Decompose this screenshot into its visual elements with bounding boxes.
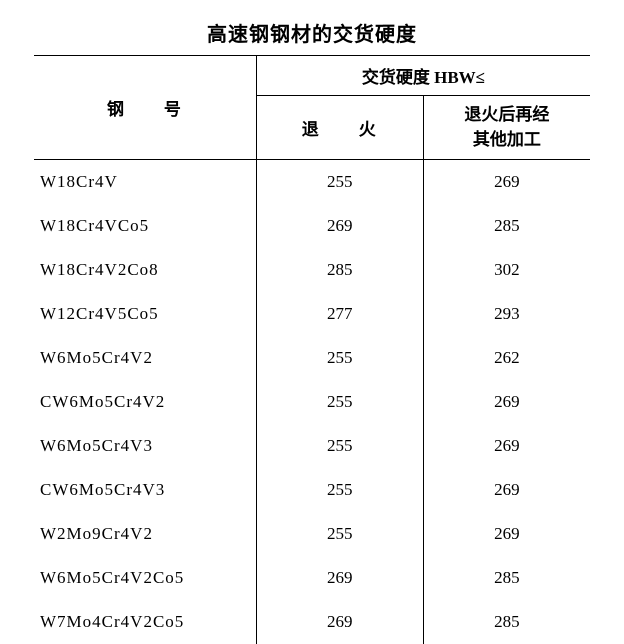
other-cell: 285 bbox=[423, 556, 590, 600]
annealed-cell: 255 bbox=[256, 468, 423, 512]
other-cell: 262 bbox=[423, 336, 590, 380]
annealed-cell: 277 bbox=[256, 292, 423, 336]
annealed-cell: 255 bbox=[256, 380, 423, 424]
table-title: 高速钢钢材的交货硬度 bbox=[34, 18, 590, 47]
grade-cell: W18Cr4VCo5 bbox=[34, 204, 256, 248]
header-steel-grade: 钢 号 bbox=[34, 56, 256, 160]
header-hbw: 交货硬度 HBW≤ bbox=[256, 56, 590, 96]
table-row: W6Mo5Cr4V2255262 bbox=[34, 336, 590, 380]
grade-cell: CW6Mo5Cr4V3 bbox=[34, 468, 256, 512]
grade-cell: W6Mo5Cr4V2 bbox=[34, 336, 256, 380]
table-row: W6Mo5Cr4V3255269 bbox=[34, 424, 590, 468]
table-row: W18Cr4VCo5269285 bbox=[34, 204, 590, 248]
grade-cell: W2Mo9Cr4V2 bbox=[34, 512, 256, 556]
other-cell: 269 bbox=[423, 380, 590, 424]
annealed-cell: 269 bbox=[256, 556, 423, 600]
other-cell: 269 bbox=[423, 468, 590, 512]
grade-cell: W6Mo5Cr4V3 bbox=[34, 424, 256, 468]
hardness-table: 钢 号 交货硬度 HBW≤ 退 火 退火后再经其他加工 W18Cr4V25526… bbox=[34, 55, 590, 644]
table-row: W12Cr4V5Co5277293 bbox=[34, 292, 590, 336]
table-row: W2Mo9Cr4V2255269 bbox=[34, 512, 590, 556]
table-row: W18Cr4V2Co8285302 bbox=[34, 248, 590, 292]
annealed-cell: 285 bbox=[256, 248, 423, 292]
table-row: W18Cr4V255269 bbox=[34, 160, 590, 204]
grade-cell: CW6Mo5Cr4V2 bbox=[34, 380, 256, 424]
annealed-cell: 255 bbox=[256, 512, 423, 556]
header-other-process: 退火后再经其他加工 bbox=[423, 96, 590, 160]
other-cell: 285 bbox=[423, 600, 590, 644]
header-annealed: 退 火 bbox=[256, 96, 423, 160]
table-row: CW6Mo5Cr4V2255269 bbox=[34, 380, 590, 424]
grade-cell: W18Cr4V bbox=[34, 160, 256, 204]
other-cell: 285 bbox=[423, 204, 590, 248]
other-cell: 293 bbox=[423, 292, 590, 336]
annealed-cell: 255 bbox=[256, 424, 423, 468]
annealed-cell: 269 bbox=[256, 204, 423, 248]
other-cell: 269 bbox=[423, 160, 590, 204]
table-row: W6Mo5Cr4V2Co5269285 bbox=[34, 556, 590, 600]
table-row: W7Mo4Cr4V2Co5269285 bbox=[34, 600, 590, 644]
grade-cell: W12Cr4V5Co5 bbox=[34, 292, 256, 336]
annealed-cell: 269 bbox=[256, 600, 423, 644]
table-body: W18Cr4V255269W18Cr4VCo5269285W18Cr4V2Co8… bbox=[34, 160, 590, 644]
other-cell: 302 bbox=[423, 248, 590, 292]
annealed-cell: 255 bbox=[256, 160, 423, 204]
annealed-cell: 255 bbox=[256, 336, 423, 380]
other-cell: 269 bbox=[423, 512, 590, 556]
grade-cell: W7Mo4Cr4V2Co5 bbox=[34, 600, 256, 644]
other-cell: 269 bbox=[423, 424, 590, 468]
grade-cell: W6Mo5Cr4V2Co5 bbox=[34, 556, 256, 600]
table-row: CW6Mo5Cr4V3255269 bbox=[34, 468, 590, 512]
grade-cell: W18Cr4V2Co8 bbox=[34, 248, 256, 292]
